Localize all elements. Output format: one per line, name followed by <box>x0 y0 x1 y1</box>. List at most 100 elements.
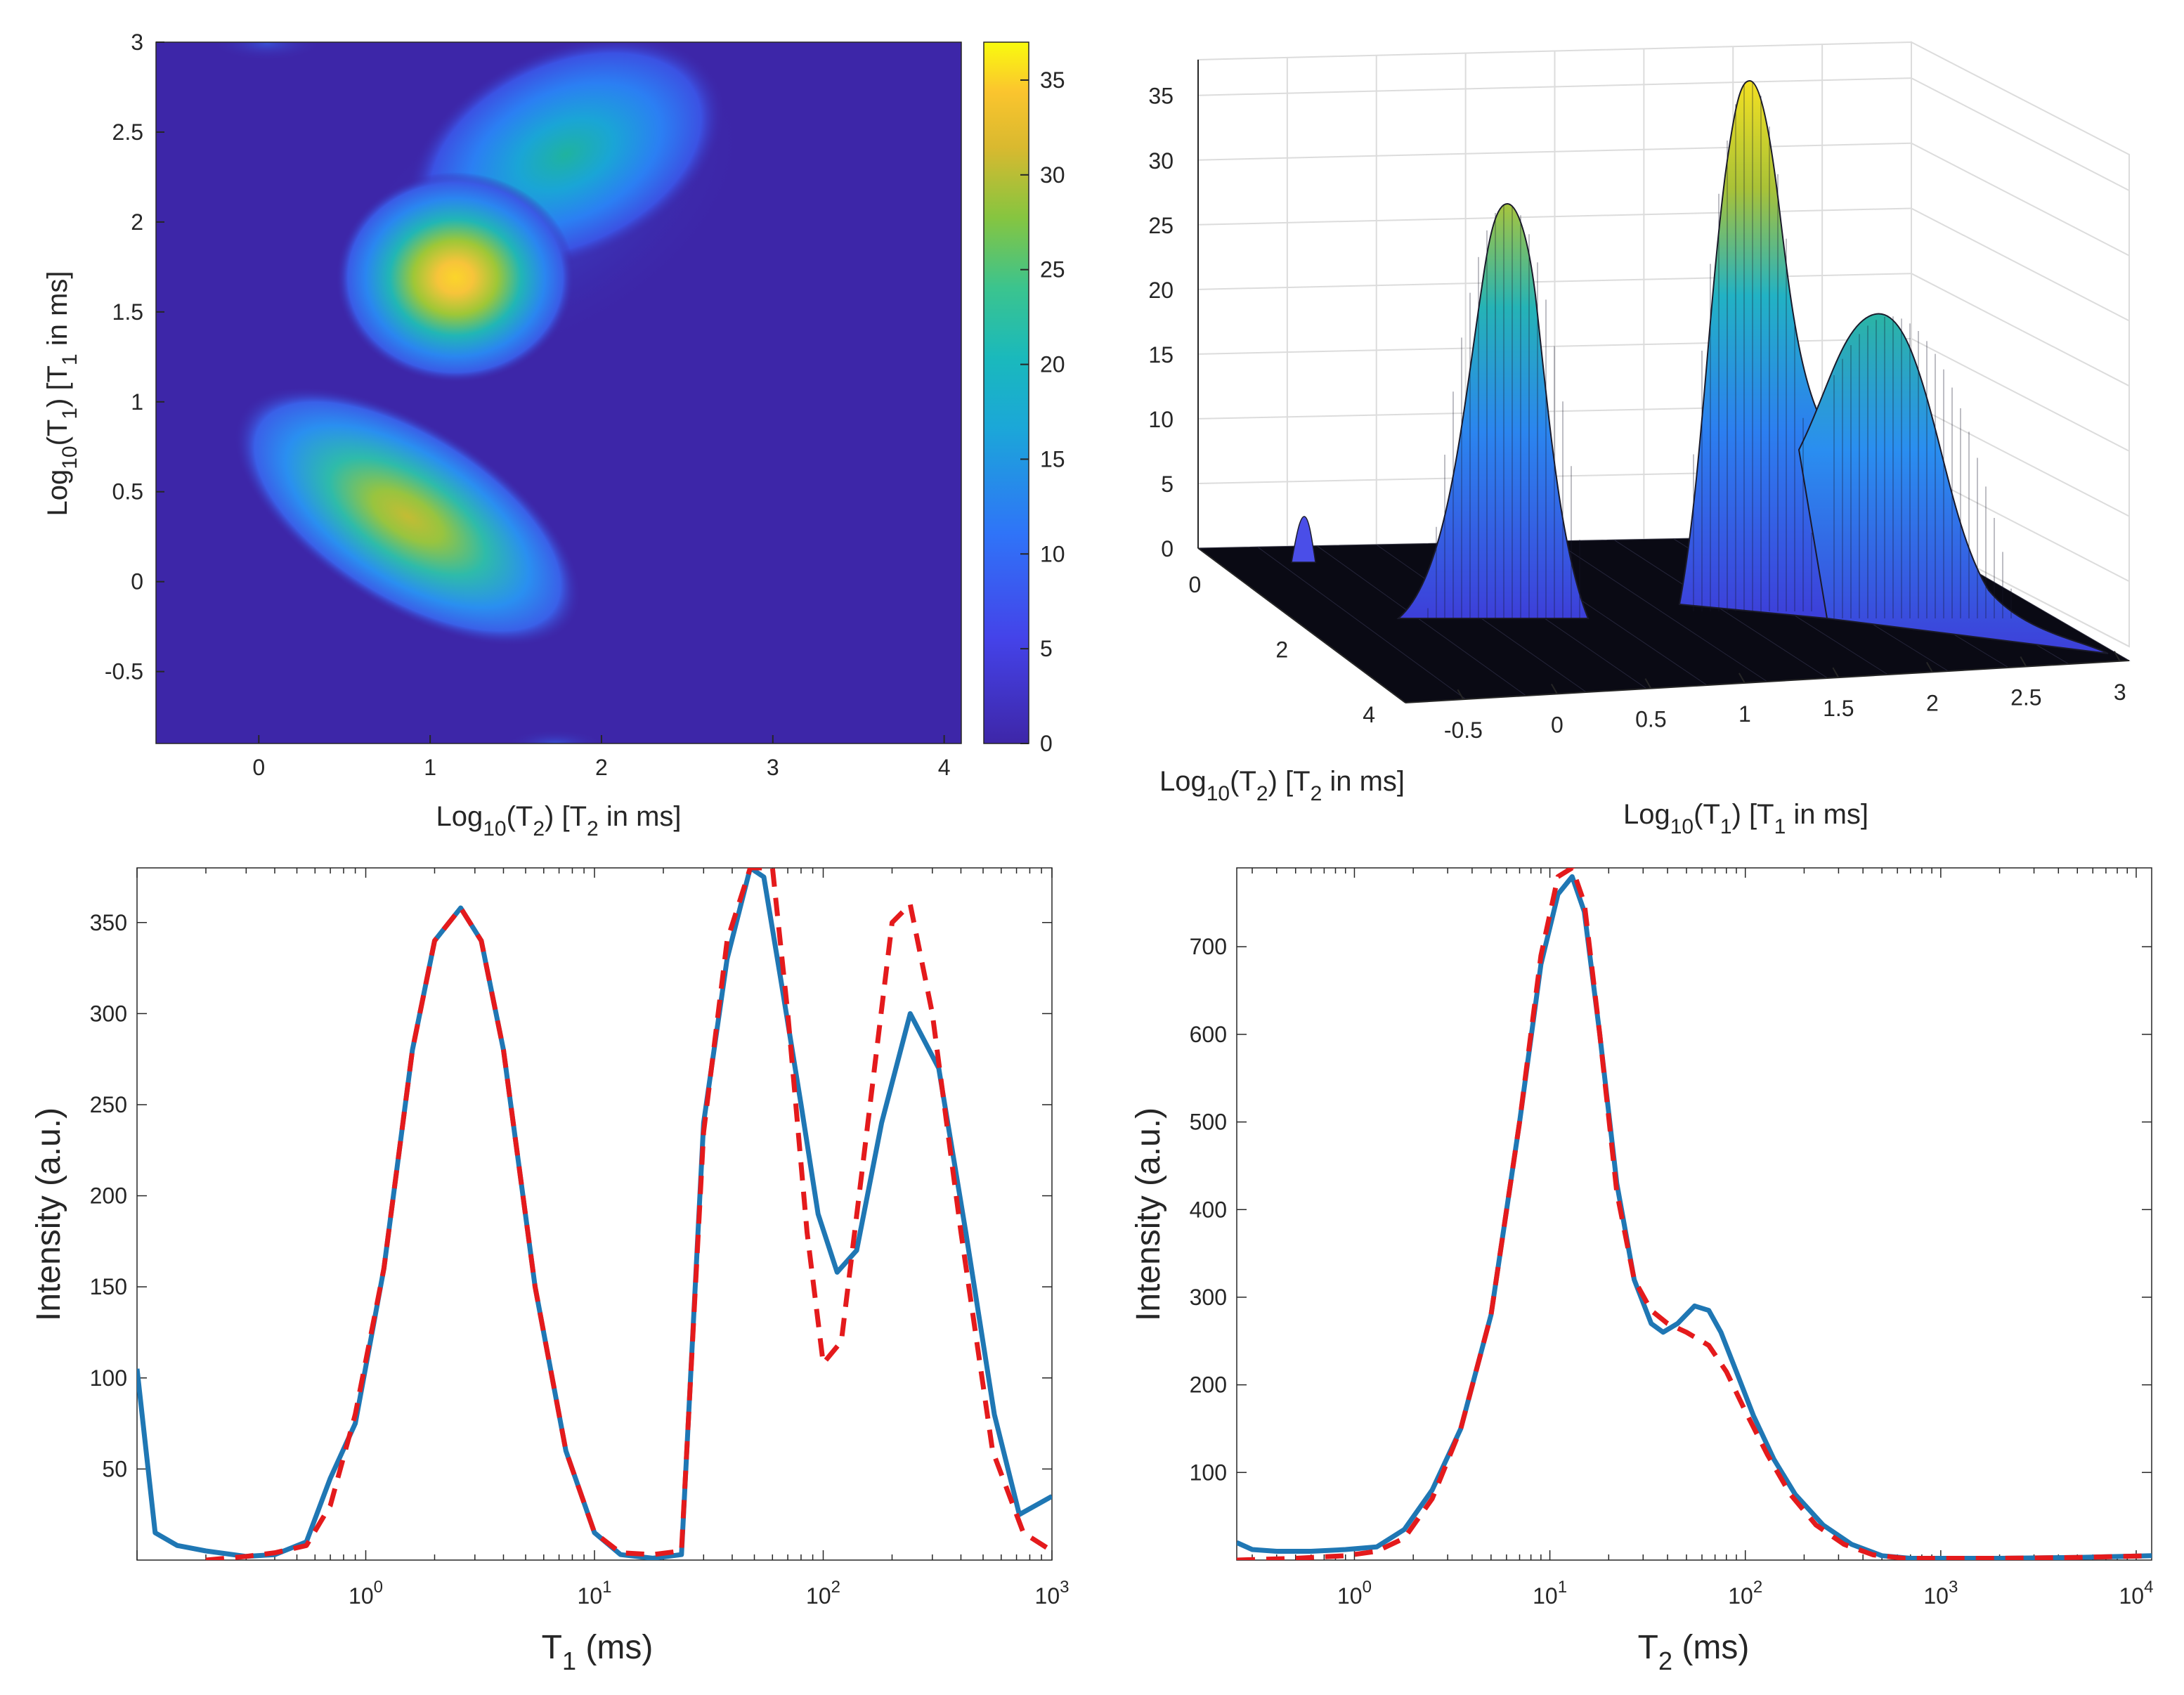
heatmap-x-ticks: 0 1 2 3 4 <box>252 735 951 780</box>
surface-t2-tick-label: 0 <box>1188 572 1201 597</box>
t2-x-label: T2 (ms) <box>1638 1629 1750 1675</box>
surface-z-tick-label: 0 <box>1161 536 1174 561</box>
surface-z-tick-label: 30 <box>1148 148 1174 174</box>
t2-x-ticks: 100 101 102 103 104 <box>1337 1578 2153 1609</box>
surface-t1-tick-label: 2.5 <box>2010 685 2041 710</box>
heatmap-axes-box <box>155 41 962 744</box>
heatmap-x-label: Log10(T2) [T2 in ms] <box>436 801 681 840</box>
surface-floor-meshline <box>1316 545 1526 696</box>
surface-t2-ticks: 0 2 4 <box>1188 572 1375 727</box>
heatmap-x-tick-label: 2 <box>595 755 608 780</box>
surface-floor-meshline <box>1613 539 1828 679</box>
y-tick-label: 350 <box>90 910 127 935</box>
y-tick-label: 200 <box>1190 1372 1227 1398</box>
heatmap-y-tick-label: 0.5 <box>112 479 143 505</box>
surface-z-tick-label: 20 <box>1148 278 1174 303</box>
y-tick-label: 50 <box>102 1456 127 1481</box>
colorbar-tick-label: 20 <box>1040 352 1065 377</box>
t1-axes-box <box>136 867 1053 1561</box>
surface-t1-tick-mark <box>2113 651 2121 662</box>
surface-t2-label: Log10(T2) [T2 in ms] <box>1159 766 1405 805</box>
surface-peak-right <box>1798 313 2109 654</box>
y-tick-label: 100 <box>90 1365 127 1391</box>
surface-t1-tick-mark <box>1644 678 1652 689</box>
surface-z-tick-label: 25 <box>1148 213 1174 238</box>
heatmap-x-tick-label: 1 <box>424 755 436 780</box>
surface-z-tick-label: 10 <box>1148 407 1174 432</box>
heatmap-y-tick-label: -0.5 <box>105 659 143 684</box>
colorbar-tick-label: 5 <box>1040 636 1053 661</box>
heatmap-edge-blob-bottom <box>506 729 604 743</box>
surface-z-gridline-side <box>1911 142 2130 256</box>
surface-t1-ticks: -0.5 0 0.5 1 1.5 2 2.5 3 <box>1444 651 2126 743</box>
surface-t1-tick-mark <box>2020 656 2027 668</box>
heatmap-y-tick-label: 3 <box>131 30 143 55</box>
heatmap-x-tick-label: 3 <box>767 755 779 780</box>
heatmap-x-tick-label: 0 <box>252 755 265 780</box>
surface-floor-meshline <box>1257 546 1467 700</box>
t2-distribution-panel: 100 101 102 103 104 100 200 300 400 500 600 700 T2… <box>1130 867 2153 1675</box>
t1-y-ticks: 50 100 150 200 250 300 350 <box>90 910 1052 1481</box>
heatmap-y-label: Log10(T1) [T1 in ms] <box>42 271 82 516</box>
series-dashed-line <box>205 868 1052 1560</box>
surface-panel: 0 5 10 15 20 25 30 35 0 2 4 -0.5 0 0.5 1 1.5 2 2.5 3 Log… <box>1148 41 2131 838</box>
x-tick-label: 100 <box>1337 1578 1372 1609</box>
heatmap-peak-main <box>336 172 575 383</box>
x-tick-label: 100 <box>349 1578 383 1609</box>
series-solid-line <box>137 868 1052 1560</box>
colorbar-tick-label: 25 <box>1040 257 1065 282</box>
t1-series-group <box>137 868 1052 1560</box>
heatmap-x-tick-label: 4 <box>938 755 951 780</box>
colorbar-tick-label: 30 <box>1040 162 1065 188</box>
heatmap-y-tick-label: 1 <box>131 389 143 415</box>
y-tick-label: 300 <box>1190 1285 1227 1310</box>
x-tick-label: 102 <box>806 1578 840 1609</box>
t1-y-label: Intensity (a.u.) <box>30 1108 67 1321</box>
surface-t2-axis <box>1197 547 1406 703</box>
y-tick-label: 150 <box>90 1274 127 1299</box>
y-tick-label: 400 <box>1190 1197 1227 1222</box>
colorbar-tick-label: 35 <box>1040 67 1065 93</box>
series-solid-line <box>1237 874 2152 1560</box>
t1-minor-ticks <box>136 868 1053 1560</box>
y-tick-label: 500 <box>1190 1110 1227 1135</box>
surface-t1-label: Log10(T1) [T1 in ms] <box>1623 799 1868 838</box>
heatmap-y-tick-label: 2 <box>131 209 143 235</box>
surface-z-ticks: 0 5 10 15 20 25 30 35 <box>1148 84 1174 561</box>
colorbar-ticks: 0 5 10 15 20 25 30 35 <box>1020 67 1065 756</box>
surface-t1-tick-label: 0.5 <box>1635 707 1666 732</box>
surface-t1-tick-mark <box>1832 667 1840 678</box>
x-tick-label: 103 <box>1923 1578 1958 1609</box>
t1-x-ticks: 100 101 102 103 <box>349 1578 1069 1609</box>
surface-t1-tick-mark <box>1551 683 1558 694</box>
surface-t2-tick-label: 4 <box>1363 702 1375 727</box>
surface-mesh-lines <box>1427 82 2012 618</box>
t1-x-label: T1 (ms) <box>542 1629 654 1675</box>
x-tick-label: 104 <box>2119 1578 2154 1609</box>
surface-z-tick-label: 35 <box>1148 84 1174 109</box>
surface-t1-tick-label: 1 <box>1738 701 1751 727</box>
surface-spike <box>1291 516 1316 563</box>
heatmap-y-ticks: -0.5 0 0.5 1 1.5 2 2.5 3 <box>105 30 164 684</box>
surface-t1-tick-mark <box>1738 673 1746 684</box>
surface-t1-tick-label: -0.5 <box>1444 717 1483 743</box>
colorbar-tick-label: 0 <box>1040 731 1053 756</box>
heatmap-edge-blob-top <box>211 42 323 61</box>
surface-floor-meshline <box>1554 540 1768 682</box>
colorbar-tick-label: 10 <box>1040 541 1065 566</box>
t1-distribution-panel: 100 101 102 103 50 100 150 200 250 300 350 T1 (ms… <box>30 867 1069 1675</box>
y-tick-label: 200 <box>90 1183 127 1209</box>
surface-z-gridline-side <box>1911 338 2130 452</box>
surface-t1-tick-mark <box>1457 689 1464 700</box>
t2-series-group <box>1237 868 2152 1560</box>
surface-t2-tick-label: 2 <box>1275 637 1288 662</box>
t2-y-label: Intensity (a.u.) <box>1130 1108 1167 1321</box>
surface-t1-tick-label: 2 <box>1926 690 1939 715</box>
surface-t1-tick-mark <box>1925 661 1933 673</box>
colorbar-tick-label: 15 <box>1040 446 1065 472</box>
y-tick-label: 300 <box>90 1001 127 1026</box>
surface-t1-tick-label: 0 <box>1551 712 1564 737</box>
surface-z-tick-label: 15 <box>1148 342 1174 368</box>
x-tick-label: 102 <box>1728 1578 1762 1609</box>
